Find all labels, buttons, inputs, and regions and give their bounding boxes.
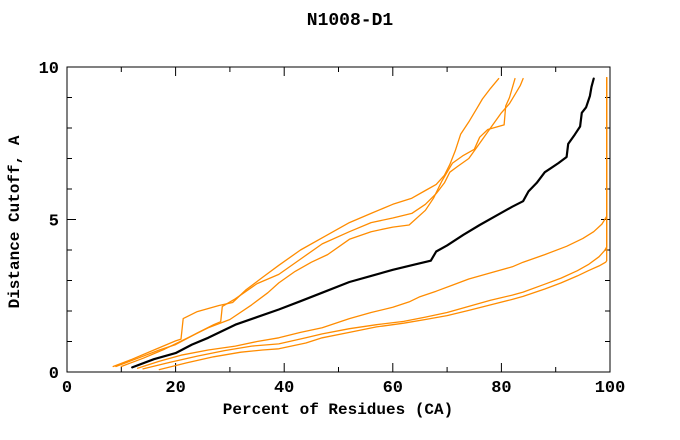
model-6-curve (158, 77, 608, 371)
x-tick-label: 40 (274, 379, 294, 398)
x-tick-label: 80 (491, 379, 511, 398)
y-tick-label: 5 (49, 213, 59, 232)
model-4-curve (136, 77, 608, 369)
y-tick-label: 0 (49, 365, 59, 384)
model-5-curve (142, 77, 608, 370)
plot-border (66, 66, 611, 373)
y-tick-label: 10 (39, 60, 59, 79)
chart-title: N1008-D1 (307, 11, 394, 31)
x-tick-label: 20 (165, 379, 185, 398)
model-3-curve (120, 77, 516, 368)
plot-area: 0 20 40 60 80 100 0 5 10 (39, 60, 626, 398)
model-2-curve (115, 77, 524, 368)
model-1-curve (112, 77, 500, 368)
highlighted-model-curve (131, 77, 595, 369)
x-tick-label: 0 (62, 379, 72, 398)
x-tick-label: 60 (383, 379, 403, 398)
x-tick-label: 100 (595, 379, 626, 398)
x-axis-label: Percent of Residues (CA) (223, 401, 453, 419)
y-axis-label: Distance Cutoff, A (6, 135, 24, 308)
